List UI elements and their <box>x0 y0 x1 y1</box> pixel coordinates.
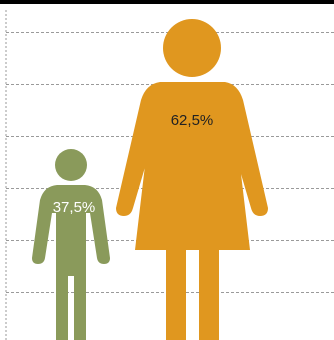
child-body <box>32 185 110 340</box>
child-head <box>55 149 87 181</box>
child-icon <box>32 149 110 340</box>
child-value-label: 37,5% <box>53 199 96 216</box>
top-border-fragment <box>0 0 334 4</box>
woman-body <box>116 82 268 340</box>
woman-value-label: 62,5% <box>171 112 214 129</box>
woman-head <box>163 19 221 77</box>
woman-icon <box>116 19 268 340</box>
